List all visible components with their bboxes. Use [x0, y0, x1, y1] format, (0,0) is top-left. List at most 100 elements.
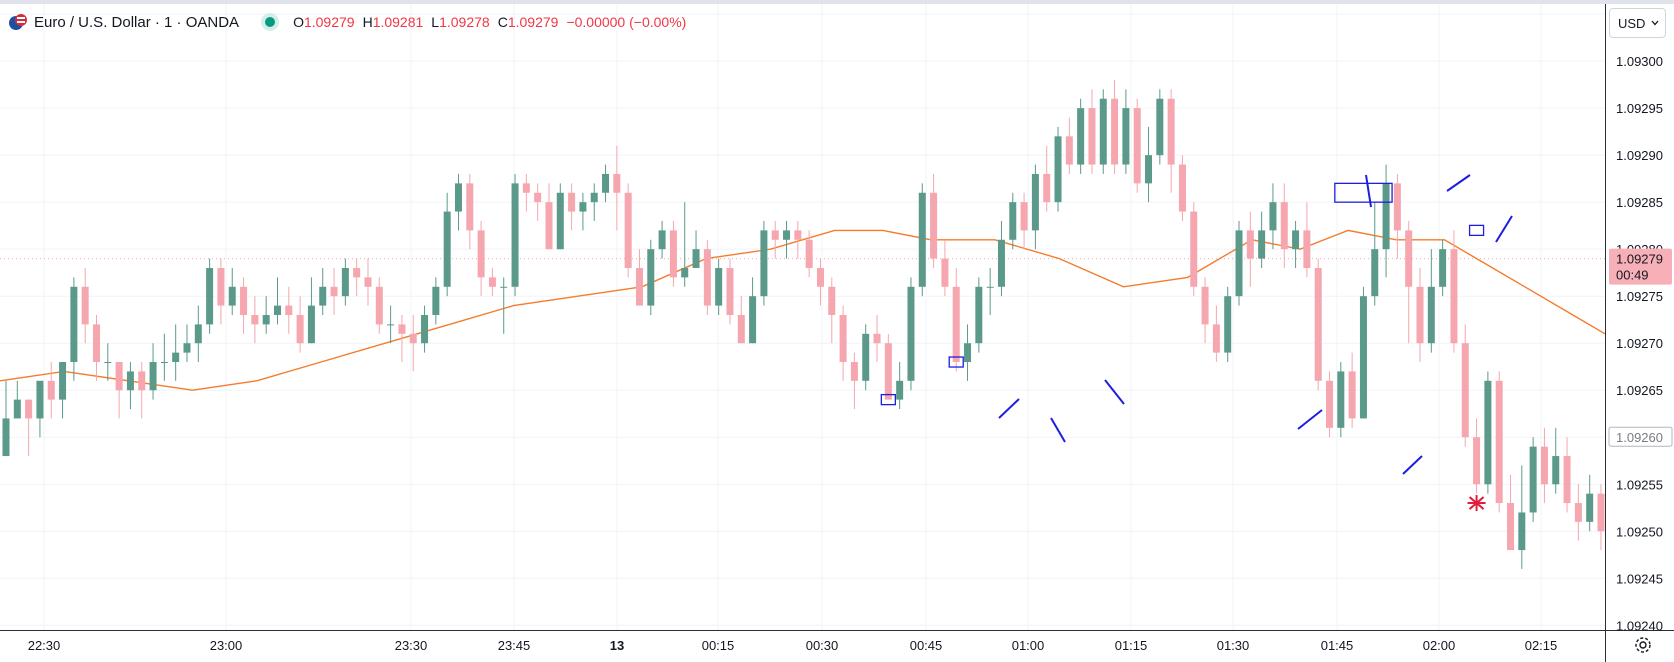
candle[interactable] — [771, 220, 779, 259]
candle[interactable] — [1235, 220, 1243, 306]
time-scale[interactable]: 22:30 23:00 23:30 23:45 13 00:15 00:30 00:45 01:… — [28, 638, 1558, 653]
candle[interactable] — [1292, 220, 1300, 268]
candle[interactable] — [341, 258, 349, 306]
candle[interactable] — [13, 380, 21, 419]
candle[interactable] — [1314, 258, 1322, 391]
candle[interactable] — [1495, 371, 1503, 513]
candle[interactable] — [1405, 220, 1413, 344]
candle[interactable] — [1224, 286, 1232, 363]
candle[interactable] — [839, 305, 847, 381]
candle[interactable] — [1473, 418, 1481, 494]
candle[interactable] — [737, 296, 745, 344]
candle[interactable] — [1450, 230, 1458, 353]
candle[interactable] — [432, 277, 440, 325]
candle[interactable] — [296, 296, 304, 353]
candle[interactable] — [681, 202, 689, 287]
candle[interactable] — [1563, 437, 1571, 513]
candle[interactable] — [534, 183, 542, 221]
candle[interactable] — [658, 220, 666, 259]
candle[interactable] — [217, 258, 225, 325]
candle[interactable] — [907, 277, 915, 391]
candle[interactable] — [635, 249, 643, 306]
candle[interactable] — [1427, 249, 1435, 353]
candle[interactable] — [816, 258, 824, 306]
candle[interactable] — [1020, 192, 1028, 250]
candle[interactable] — [1156, 89, 1164, 165]
candle[interactable] — [715, 258, 723, 315]
candle[interactable] — [251, 296, 259, 344]
candle[interactable] — [1122, 89, 1130, 174]
candle[interactable] — [986, 267, 994, 315]
candle[interactable] — [1507, 474, 1515, 551]
candle[interactable] — [138, 362, 146, 419]
candle[interactable] — [477, 220, 485, 297]
candle[interactable] — [1393, 173, 1401, 259]
candle[interactable] — [228, 267, 236, 315]
candle[interactable] — [1484, 371, 1492, 494]
candle[interactable] — [760, 220, 768, 306]
candle[interactable] — [273, 277, 281, 325]
candle[interactable] — [2, 380, 10, 457]
candle[interactable] — [805, 230, 813, 278]
candle[interactable] — [896, 362, 904, 410]
candle[interactable] — [1552, 427, 1560, 494]
candle[interactable] — [884, 333, 892, 400]
candle[interactable] — [1077, 98, 1085, 174]
candle[interactable] — [1111, 79, 1119, 174]
candle[interactable] — [1190, 202, 1198, 297]
candle[interactable] — [1178, 155, 1186, 221]
candle[interactable] — [398, 315, 406, 363]
candle[interactable] — [92, 315, 100, 381]
candle[interactable] — [353, 258, 361, 297]
candle[interactable] — [918, 183, 926, 297]
candle[interactable] — [70, 277, 78, 381]
candle[interactable] — [454, 173, 462, 231]
candle[interactable] — [1167, 89, 1175, 193]
candle[interactable] — [850, 352, 858, 410]
candle[interactable] — [1416, 267, 1424, 363]
candle[interactable] — [873, 315, 881, 363]
candle[interactable] — [1529, 437, 1537, 522]
candle[interactable] — [794, 220, 802, 259]
candle[interactable] — [500, 277, 508, 334]
candle[interactable] — [613, 145, 621, 231]
candle[interactable] — [36, 380, 44, 438]
candle[interactable] — [1597, 484, 1605, 551]
candle[interactable] — [579, 192, 587, 231]
candle[interactable] — [647, 239, 655, 315]
candle[interactable] — [466, 173, 474, 250]
candle[interactable] — [1574, 484, 1582, 541]
candle[interactable] — [1359, 286, 1367, 419]
candle[interactable] — [1382, 164, 1390, 278]
candle[interactable] — [1031, 164, 1039, 250]
candle[interactable] — [1088, 89, 1096, 174]
candle[interactable] — [285, 286, 293, 334]
candle[interactable] — [443, 192, 451, 297]
symbol-title[interactable]: Euro / U.S. Dollar · 1 · OANDA — [34, 13, 240, 31]
candle[interactable] — [387, 305, 395, 344]
candle[interactable] — [1371, 202, 1379, 306]
candle[interactable] — [568, 183, 576, 231]
candle[interactable] — [104, 343, 112, 381]
candle[interactable] — [964, 324, 972, 381]
candle[interactable] — [511, 173, 519, 297]
candle[interactable] — [59, 362, 67, 419]
candle[interactable] — [172, 324, 180, 381]
user-drawings[interactable] — [880, 174, 1513, 512]
price-scale[interactable]: 1.093051.093001.092951.092901.092851.092… — [1608, 7, 1673, 633]
candle[interactable] — [1303, 202, 1311, 278]
candle[interactable] — [590, 183, 598, 221]
candle[interactable] — [669, 220, 677, 287]
candle[interactable] — [941, 239, 949, 297]
candle[interactable] — [488, 267, 496, 297]
candle[interactable] — [1133, 98, 1141, 193]
candle[interactable] — [183, 324, 191, 363]
candle[interactable] — [206, 258, 214, 334]
candle[interactable] — [1337, 362, 1345, 438]
candle[interactable] — [262, 296, 270, 334]
candle[interactable] — [1439, 239, 1447, 297]
candle[interactable] — [1586, 474, 1594, 532]
candle[interactable] — [81, 267, 89, 344]
candle[interactable] — [1246, 211, 1254, 287]
